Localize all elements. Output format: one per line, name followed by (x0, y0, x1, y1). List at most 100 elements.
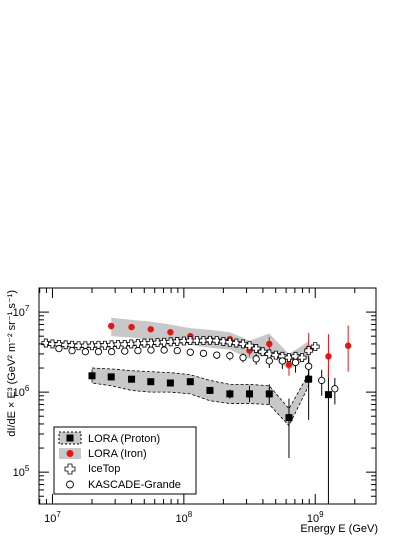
y-tick-label: 106 (13, 384, 30, 399)
marker-icetop (100, 340, 110, 350)
marker-kascade-grande (331, 385, 339, 393)
data-markers (41, 322, 352, 422)
marker-icetop (166, 337, 176, 347)
marker-icetop (238, 339, 248, 349)
marker-icetop (126, 339, 136, 349)
marker-kascade-grande (55, 344, 63, 353)
marker-lora-proton (186, 378, 194, 386)
marker-lora-proton (285, 414, 293, 422)
marker-kascade-grande (81, 348, 90, 356)
legend: LORA (Proton) LORA (Iron) IceTop KASCADE… (53, 426, 197, 495)
marker-lora-proton (324, 391, 332, 399)
marker-lora-iron (167, 329, 174, 336)
legend-marker-red-circle (66, 450, 74, 457)
marker-kascade-grande (147, 346, 155, 354)
y-axis-title: dI/dE × E³ (GeV² m⁻² sr⁻¹ s⁻¹) (6, 290, 18, 437)
marker-icetop (212, 336, 222, 346)
marker-icetop (41, 338, 51, 348)
x-axis-ticks: 107 108 109 (39, 288, 356, 525)
y-tick-label-exponent: 5 (25, 464, 30, 473)
marker-lora-proton (128, 375, 136, 383)
x-tick-label: 108 (175, 510, 192, 525)
marker-lora-iron (147, 326, 154, 333)
marker-icetop (179, 336, 189, 346)
marker-kascade-grande (318, 376, 326, 385)
marker-kascade-grande (107, 348, 116, 356)
marker-kascade-grande (186, 348, 194, 356)
marker-icetop (185, 336, 195, 346)
y-tick-label: 105 (13, 464, 30, 479)
x-tick-label-exponent: 8 (188, 510, 193, 519)
marker-lora-iron (325, 353, 332, 360)
x-tick-label: 109 (307, 510, 324, 525)
y-tick-label-base: 10 (13, 307, 25, 319)
marker-lora-iron (266, 340, 273, 348)
legend-marker-filled-square (66, 434, 74, 442)
marker-icetop (219, 337, 228, 346)
x-axis-title: Energy E (GeV) (300, 523, 378, 535)
marker-lora-iron (344, 342, 352, 349)
x-tick-label-base: 10 (307, 513, 319, 525)
y-tick-label: 107 (13, 304, 30, 319)
marker-icetop (153, 338, 162, 348)
marker-kascade-grande (239, 353, 247, 362)
marker-lora-proton (265, 390, 273, 398)
marker-icetop (258, 347, 268, 357)
legend-entry-lora-iron: LORA (Iron) (59, 448, 147, 460)
marker-icetop (74, 341, 83, 351)
legend-label-lora-iron: LORA (Iron) (88, 448, 147, 460)
marker-icetop (87, 341, 97, 351)
x-tick-label-base: 10 (44, 513, 56, 525)
legend-marker-open-cross (64, 463, 76, 475)
marker-lora-proton (166, 379, 174, 387)
legend-label-lora-proton: LORA (Proton) (88, 433, 160, 445)
y-tick-label-base: 10 (13, 387, 25, 399)
legend-label-icetop: IceTop (88, 463, 120, 475)
marker-lora-proton (107, 373, 115, 381)
marker-kascade-grande (94, 348, 103, 356)
marker-kascade-grande (213, 351, 221, 359)
marker-kascade-grande (199, 349, 208, 358)
marker-lora-proton (305, 375, 313, 383)
marker-icetop (304, 346, 314, 356)
marker-icetop (61, 340, 71, 350)
marker-icetop (140, 338, 149, 348)
marker-kascade-grande (305, 362, 313, 370)
marker-icetop (192, 336, 202, 346)
marker-kascade-grande (265, 357, 273, 365)
marker-kascade-grande (121, 347, 129, 355)
legend-entry-icetop: IceTop (64, 463, 120, 475)
marker-icetop (271, 350, 281, 360)
marker-icetop (205, 335, 215, 345)
marker-lora-proton (246, 390, 254, 398)
marker-lora-proton (226, 390, 234, 398)
marker-kascade-grande (134, 346, 142, 355)
x-tick-label-exponent: 7 (56, 510, 61, 519)
marker-icetop (284, 353, 294, 362)
marker-kascade-grande (278, 357, 287, 365)
marker-lora-iron (108, 322, 115, 330)
marker-icetop (172, 337, 182, 346)
marker-kascade-grande (173, 346, 181, 355)
marker-kascade-grande (252, 355, 260, 363)
marker-icetop (159, 337, 169, 347)
y-tick-label-base: 10 (13, 467, 25, 479)
marker-icetop (225, 337, 235, 347)
marker-icetop (48, 339, 57, 349)
marker-icetop (113, 339, 123, 349)
x-tick-label: 107 (44, 510, 61, 525)
legend-entry-kascade-grande: KASCADE-Grande (66, 479, 181, 491)
legend-label-kascade-grande: KASCADE-Grande (88, 479, 181, 491)
marker-icetop (245, 341, 254, 351)
marker-icetop (297, 353, 307, 362)
y-tick-label-exponent: 7 (25, 304, 30, 313)
marker-lora-proton (88, 372, 96, 380)
x-tick-label-exponent: 9 (319, 510, 324, 519)
marker-icetop (231, 338, 241, 348)
marker-lora-iron (128, 323, 135, 331)
marker-kascade-grande (291, 358, 300, 367)
marker-icetop (310, 342, 320, 352)
marker-icetop (199, 336, 208, 346)
